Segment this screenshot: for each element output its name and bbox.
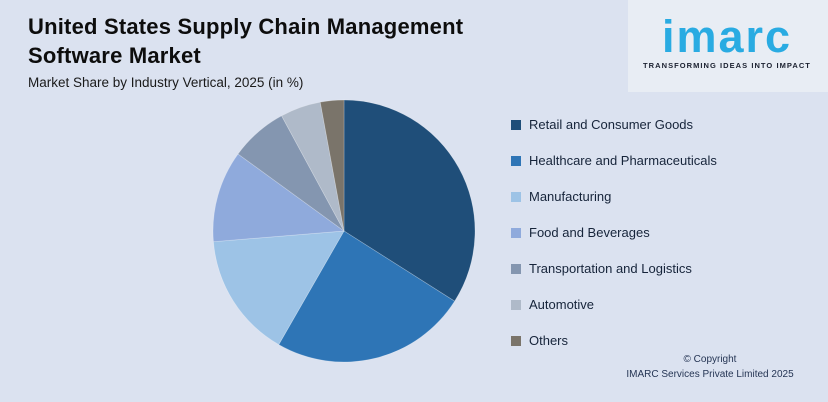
imarc-logo: imarc TRANSFORMING IDEAS INTO IMPACT [642, 14, 812, 70]
legend-item-label: Automotive [529, 297, 595, 312]
imarc-logo-wordmark: imarc [661, 11, 793, 62]
legend-item: Manufacturing [511, 186, 717, 207]
legend-item: Transportation and Logistics [511, 258, 717, 279]
legend-swatch [511, 155, 521, 166]
pie-slice-healthcare-and-pharmaceuticals [278, 230, 456, 363]
legend-swatch [511, 335, 521, 346]
copyright-line1: © Copyright [683, 354, 737, 365]
page-title: United States Supply Chain Management So… [28, 14, 464, 69]
legend-swatch [511, 227, 521, 238]
legend-swatch [511, 191, 521, 202]
pie-slice-retail-and-consumer-goods [343, 99, 476, 302]
legend-item-label: Healthcare and Pharmaceuticals [529, 153, 717, 168]
pie-chart [212, 99, 476, 363]
legend-item: Automotive [511, 294, 717, 315]
legend-item-label: Food and Beverages [529, 225, 650, 240]
copyright-notice: © Copyright IMARC Services Private Limit… [590, 352, 828, 382]
legend-swatch [511, 299, 521, 310]
legend-item-label: Transportation and Logistics [529, 261, 692, 276]
legend-swatch [511, 263, 521, 274]
pie-slice-manufacturing [213, 230, 345, 346]
imarc-logo-tagline: TRANSFORMING IDEAS INTO IMPACT [643, 61, 811, 70]
legend-item: Food and Beverages [511, 222, 717, 243]
copyright-line2: IMARC Services Private Limited 2025 [626, 369, 794, 380]
pie-slice-others [319, 99, 345, 232]
pie-chart-container [212, 99, 476, 363]
pie-slice-transportation-and-logistics [237, 115, 345, 232]
legend: Retail and Consumer Goods Healthcare and … [511, 114, 717, 351]
legend-item: Healthcare and Pharmaceuticals [511, 150, 717, 171]
pie-slice-food-and-beverages [212, 153, 345, 243]
legend-item-label: Manufacturing [529, 189, 612, 204]
legend-item: Retail and Consumer Goods [511, 114, 717, 135]
chart-header: United States Supply Chain Management So… [28, 12, 528, 90]
legend-item: Others [511, 330, 717, 351]
chart-subtitle: Market Share by Industry Vertical, 2025 … [28, 75, 304, 91]
logo-background [628, 0, 828, 92]
legend-swatch [511, 119, 521, 130]
pie-slice-automotive [281, 101, 345, 232]
legend-item-label: Others [529, 333, 569, 348]
legend-item-label: Retail and Consumer Goods [529, 117, 694, 132]
